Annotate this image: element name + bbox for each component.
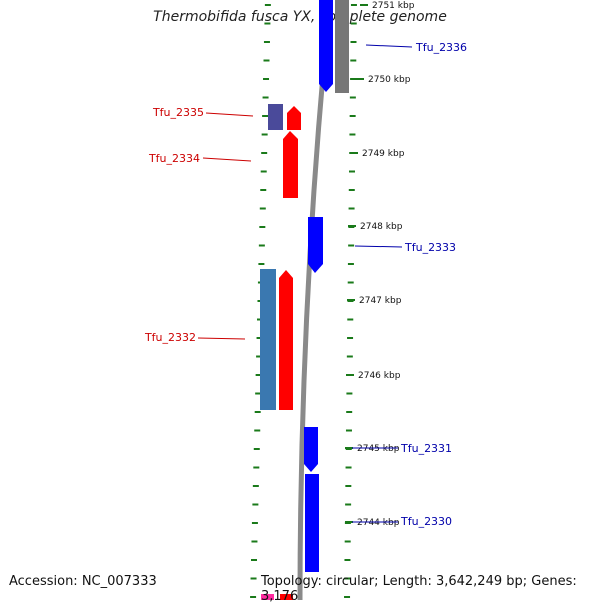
gene-leader-line <box>365 44 413 48</box>
scale-label: 2746 kbp <box>358 371 401 381</box>
gene-tfu-2335[interactable] <box>287 106 301 130</box>
gene-tfu-2330[interactable] <box>305 474 319 572</box>
gene-tfu-2336[interactable] <box>319 0 333 92</box>
scale-label: 2748 kbp <box>360 222 403 232</box>
scale-label: 2749 kbp <box>362 149 405 159</box>
scale-label: 2751 kbp <box>372 1 415 11</box>
gene-leader-line <box>202 157 252 162</box>
gene-label[interactable]: Tfu_2335 <box>152 106 204 119</box>
gene-leader-line <box>197 337 246 340</box>
gene-tfu-2332[interactable] <box>279 270 293 410</box>
gene-label[interactable]: Tfu_2334 <box>148 152 200 165</box>
gene-label[interactable]: Tfu_2332 <box>144 331 196 344</box>
gene-tfu-2333[interactable] <box>308 217 323 273</box>
scale-labels: 2751 kbp 2750 kbp 2749 kbp 2748 kbp 2747 kbp… <box>345 1 415 528</box>
gene-tfu-2335-rev[interactable] <box>268 104 283 130</box>
gene-tfu-2331[interactable] <box>304 427 318 472</box>
scale-label: 2750 kbp <box>368 75 411 85</box>
gene-grey[interactable] <box>335 0 349 93</box>
gene-label[interactable]: Tfu_2336 <box>415 41 467 54</box>
gene-red-bottom[interactable] <box>280 594 293 600</box>
gene-leader-line <box>354 245 403 248</box>
accession-label: Accession: NC_007333 <box>9 574 157 589</box>
gene-magenta[interactable] <box>261 594 274 600</box>
gene-tfu-2334[interactable] <box>283 131 298 198</box>
gene-labels: Tfu_2336 Tfu_2335 Tfu_2334 Tfu_2333 Tfu_2332… <box>144 41 467 528</box>
scale-label: 2747 kbp <box>359 296 402 306</box>
gene-label[interactable]: Tfu_2333 <box>404 241 456 254</box>
scale-label: 2744 kbp <box>357 518 400 528</box>
gene-label[interactable]: Tfu_2331 <box>400 442 452 455</box>
gene-tfu-2332-rev[interactable] <box>260 269 276 410</box>
gene-leader-line <box>205 112 254 117</box>
gene-features <box>260 0 349 600</box>
map-title: Thermobifida fusca YX, complete genome <box>153 9 447 25</box>
scale-label: 2745 kbp <box>357 444 400 454</box>
gene-label[interactable]: Tfu_2330 <box>400 515 452 528</box>
